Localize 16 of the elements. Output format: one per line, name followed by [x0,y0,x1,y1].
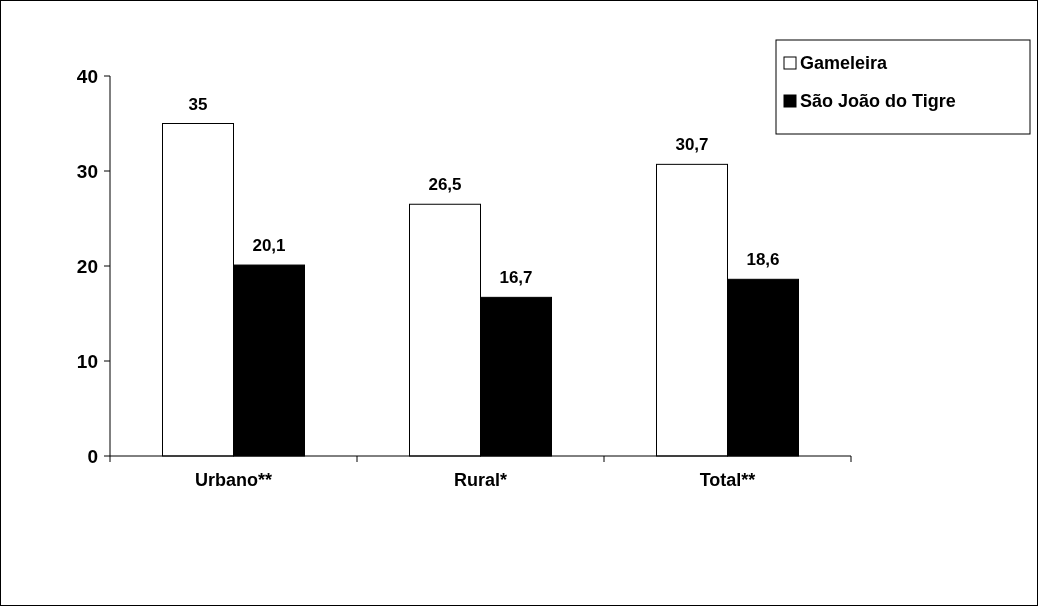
data-label: 35 [188,94,208,114]
data-label: 30,7 [675,135,709,155]
legend-label: São João do Tigre [800,91,956,112]
y-tick-label: 30 [76,160,98,182]
data-label: 18,6 [746,250,780,270]
y-tick-label: 10 [76,350,98,372]
legend-label: Gameleira [800,53,889,74]
x-tick-label: Rural* [453,470,508,490]
x-tick-label: Urbano** [194,470,273,490]
x-tick-label: Total** [699,470,756,490]
data-label: 16,7 [499,268,533,288]
y-tick-label: 20 [76,255,98,277]
y-tick-label: 40 [76,65,98,87]
data-label: 26,5 [428,175,462,195]
data-label: 20,1 [252,236,286,256]
y-tick-label: 0 [87,445,98,467]
